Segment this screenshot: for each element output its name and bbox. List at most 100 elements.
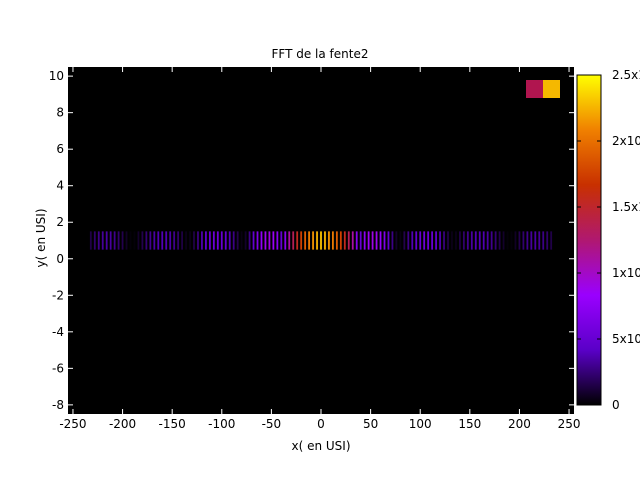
heatmap-cell (423, 231, 426, 250)
heatmap-cell (105, 231, 108, 250)
heatmap-cell (145, 231, 148, 250)
heatmap-cell (427, 231, 430, 250)
heatmap-cell (312, 231, 314, 250)
heatmap-cell (522, 231, 525, 250)
heatmap-cell (109, 231, 112, 250)
heatmap-cell (332, 231, 334, 250)
heatmap-cell (165, 231, 168, 250)
heatmap-cell (546, 231, 549, 250)
heatmap-cell (387, 231, 390, 250)
heatmap-cell (439, 231, 441, 250)
x-tick-label: 250 (558, 417, 581, 431)
heatmap-cell (244, 231, 247, 250)
colorbar-tick-label: 5x10 (612, 332, 640, 346)
heatmap-cell (256, 231, 259, 250)
heatmap-cell (117, 231, 120, 250)
heatmap-cell (379, 231, 382, 250)
heatmap-cell (514, 231, 517, 250)
x-axis-label: x( en USI) (291, 439, 350, 453)
heatmap-cell (431, 231, 434, 250)
heatmap-cell (470, 231, 473, 250)
colorbar-tick-label: 2.5x10 (612, 68, 640, 82)
y-tick-label: -2 (52, 288, 64, 302)
heatmap-cell (288, 231, 291, 250)
heatmap-cell (236, 231, 239, 250)
heatmap-cell (252, 231, 255, 250)
heatmap-cell (320, 231, 322, 250)
heatmap-cell (328, 231, 330, 250)
heatmap-cell (435, 231, 437, 250)
heatmap-cell (205, 231, 207, 250)
heatmap-cell (149, 231, 152, 250)
heatmap-cell (296, 231, 299, 250)
x-tick-label: 0 (317, 417, 325, 431)
x-tick-label: -250 (59, 417, 86, 431)
legend-swatch (543, 80, 560, 98)
colorbar-tick-label: 1.5x10 (612, 200, 640, 214)
heatmap-cell (542, 231, 545, 250)
heatmap-cell (363, 231, 366, 250)
heatmap-cell (371, 231, 374, 250)
heatmap-cell (383, 231, 386, 250)
heatmap-cell (518, 231, 521, 250)
heatmap-cell (193, 231, 195, 250)
heatmap-cell (220, 231, 223, 250)
heatmap-cell (260, 231, 263, 250)
heatmap-cell (455, 231, 457, 250)
heatmap-cell (407, 231, 410, 250)
heatmap-cell (300, 231, 303, 250)
heatmap-band (89, 231, 553, 250)
heatmap-cell (339, 231, 342, 250)
y-tick-label: 2 (56, 215, 64, 229)
legend-swatch (526, 80, 543, 98)
y-tick-label: 10 (49, 69, 64, 83)
heatmap-cell (324, 231, 326, 250)
colorbar: 0 5x10 1x10 1.5x10 2x10 2.5x10 (576, 68, 640, 412)
heatmap-cell (137, 231, 140, 250)
heatmap-cell (189, 231, 191, 250)
y-tick-label: -6 (52, 361, 64, 375)
heatmap-cell (538, 231, 541, 250)
y-tick-label: 6 (56, 142, 64, 156)
heatmap-cell (208, 231, 211, 250)
heatmap-cell (113, 231, 116, 250)
heatmap-cell (443, 231, 445, 250)
heatmap-cell (93, 231, 96, 250)
heatmap-cell (498, 231, 501, 250)
heatmap-cell (343, 231, 346, 250)
heatmap-cell (347, 231, 350, 250)
heatmap-cell (169, 231, 172, 250)
heatmap-cell (268, 231, 271, 250)
heatmap-cell (280, 231, 283, 250)
heatmap-cell (395, 231, 398, 250)
y-tick-label: 0 (56, 252, 64, 266)
heatmap-cell (451, 231, 453, 250)
heatmap-cell (276, 231, 279, 250)
heatmap-cell (272, 231, 275, 250)
heatmap-cell (216, 231, 219, 250)
heatmap-cell (97, 231, 100, 250)
heatmap-cell (177, 231, 180, 250)
y-tick-label: -8 (52, 398, 64, 412)
heatmap-cell (316, 231, 318, 250)
x-tick-label: 200 (508, 417, 531, 431)
heatmap-cell (284, 231, 287, 250)
heatmap-cell (185, 231, 187, 250)
heatmap-cell (351, 231, 354, 250)
heatmap-cell (530, 231, 533, 250)
heatmap-cell (367, 231, 370, 250)
heatmap-cell (141, 231, 144, 250)
axes: -250 -200 -150 -100 -50 0 50 100 150 200 250-8-6-4… (49, 67, 581, 431)
heatmap-cell (474, 231, 477, 250)
heatmap-cell (359, 231, 362, 250)
y-tick-label: -4 (52, 325, 64, 339)
heatmap-cell (466, 231, 469, 250)
legend (526, 80, 560, 98)
heatmap-cell (201, 231, 203, 250)
x-tick-label: 150 (458, 417, 481, 431)
heatmap-cell (526, 231, 529, 250)
heatmap-cell (550, 231, 553, 250)
heatmap-cell (129, 231, 132, 250)
heatmap-cell (292, 231, 295, 250)
